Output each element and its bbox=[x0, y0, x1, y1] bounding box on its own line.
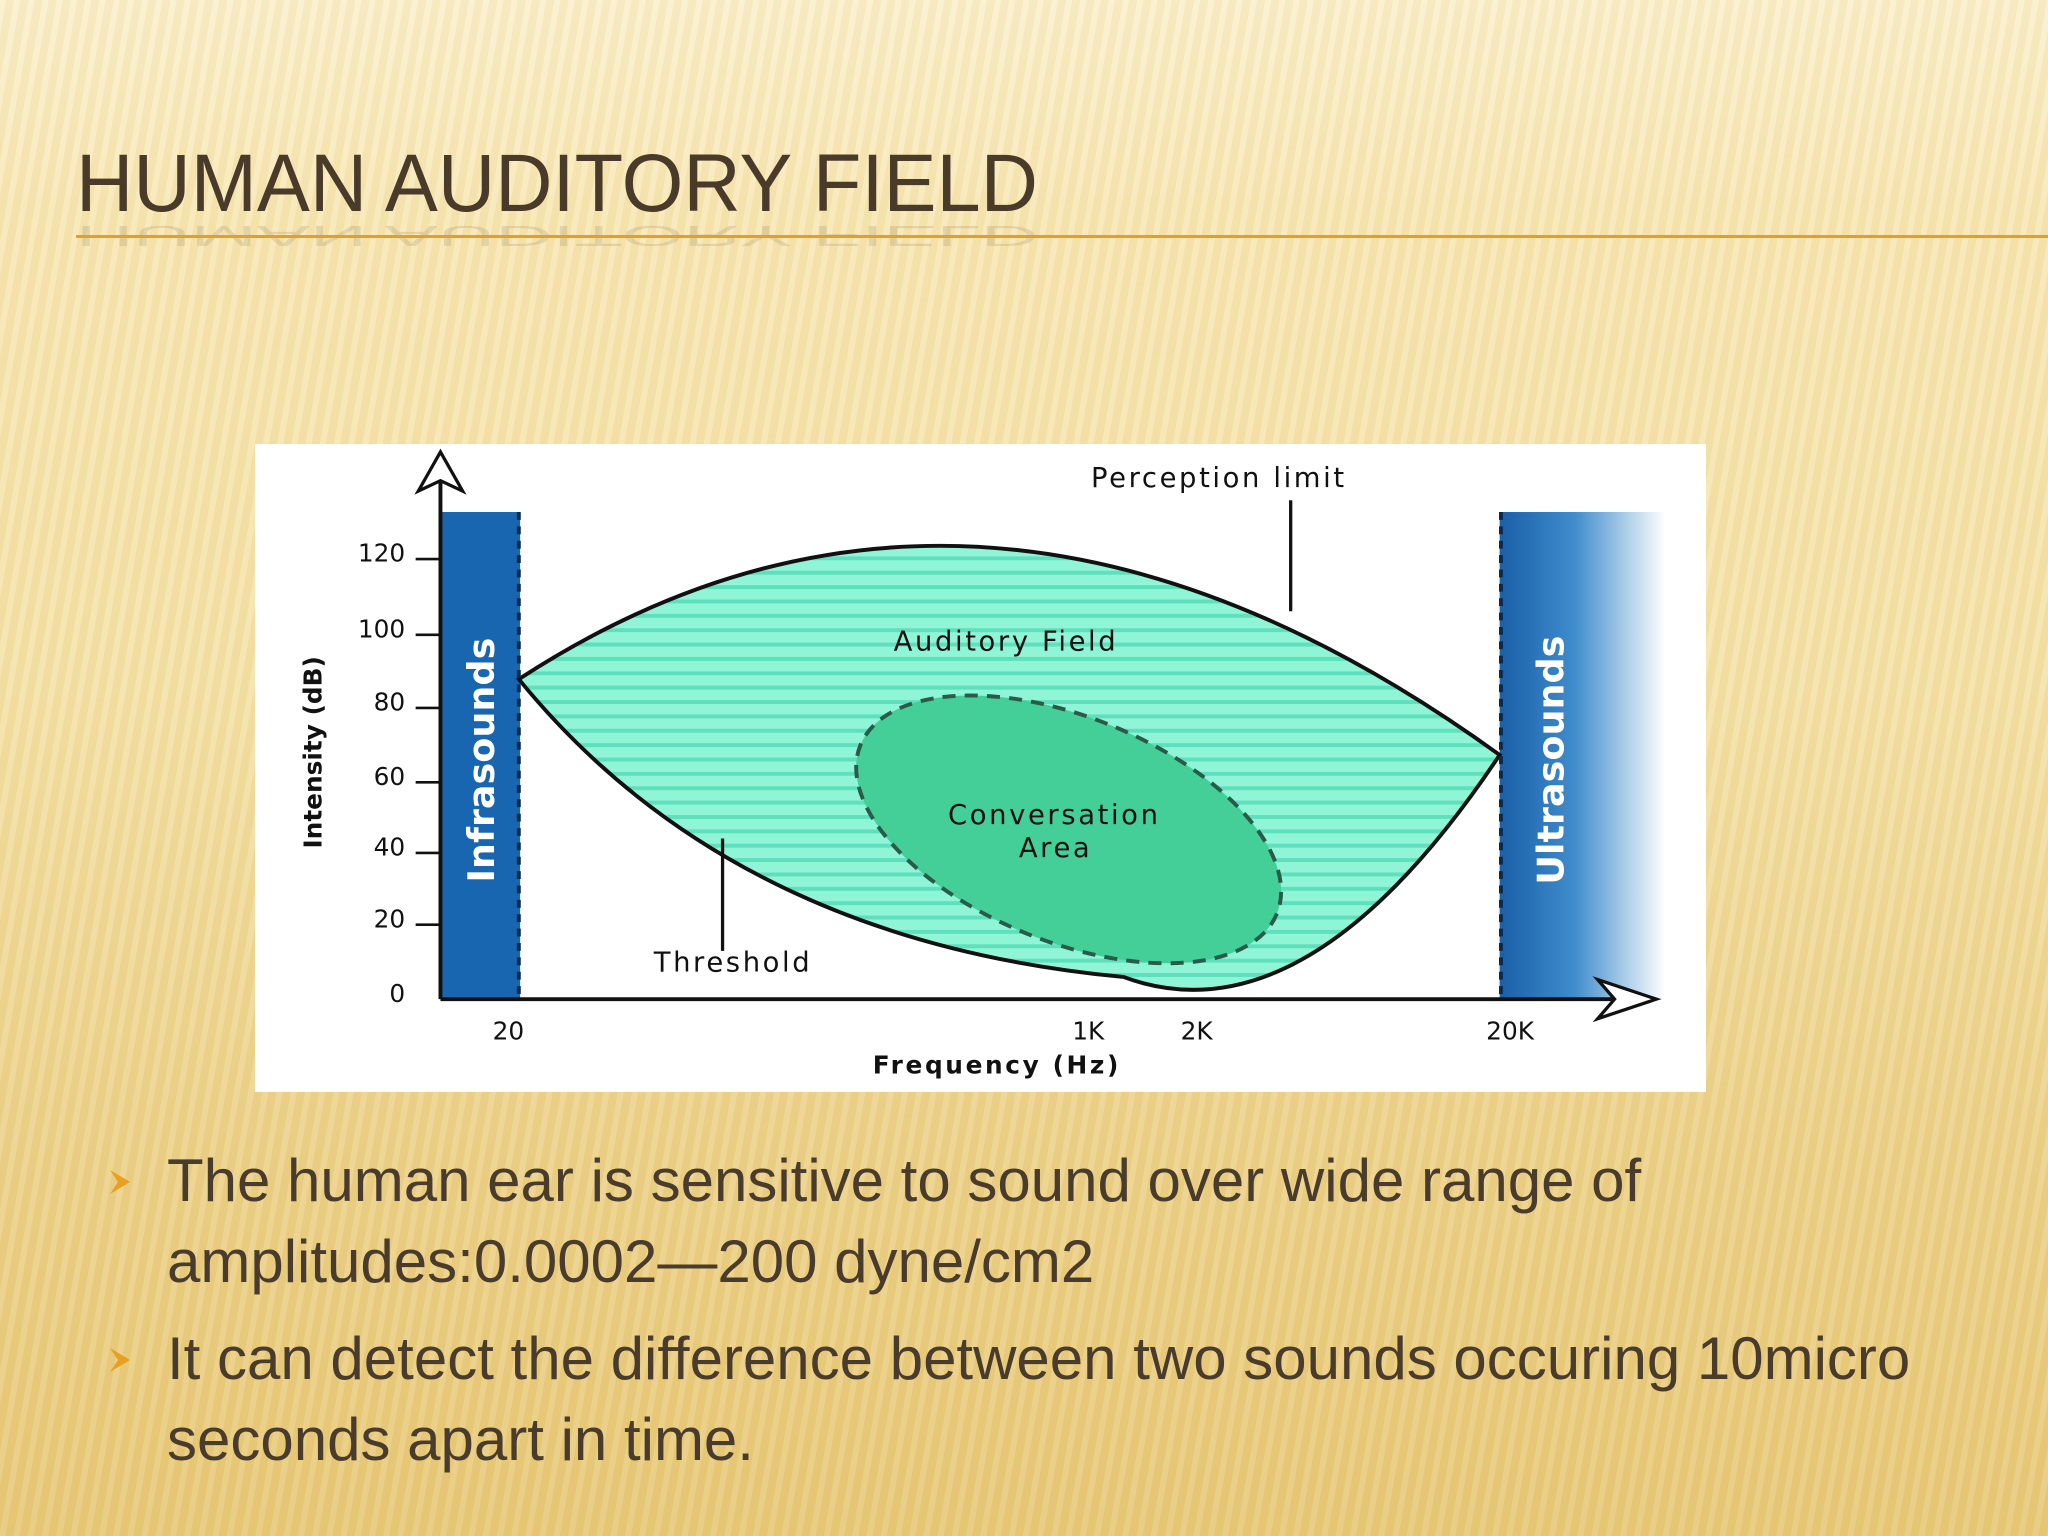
bullet-text: The human ear is sensitive to sound over… bbox=[167, 1147, 1642, 1295]
y-tick-label: 100 bbox=[358, 614, 405, 643]
bullet-text: It can detect the difference between two… bbox=[167, 1325, 1911, 1473]
infrasound-label: Infrasounds bbox=[460, 638, 503, 883]
x-ticks: 20 1K 2K 20K bbox=[493, 1017, 1535, 1046]
conversation-label: Conversation bbox=[948, 800, 1161, 831]
bullet-arrow bbox=[110, 1348, 130, 1372]
conversation-area bbox=[854, 693, 1284, 966]
x-tick-label: 20K bbox=[1486, 1017, 1535, 1046]
y-tick-label: 20 bbox=[374, 904, 406, 933]
ultrasound-band bbox=[1499, 512, 1666, 1000]
y-tick-label: 60 bbox=[374, 762, 406, 791]
auditory-diagram: 120 100 80 60 40 20 0 20 1K 2K 20K Perception lim… bbox=[255, 444, 1706, 1092]
title-box: HUMAN AUDITORY FIELD HUMAN AUDITORY FIEL… bbox=[76, 138, 1038, 246]
threshold-label: Threshold bbox=[653, 948, 813, 979]
bullet-arrow bbox=[110, 1170, 130, 1194]
y-axis-label: Intensity (dB) bbox=[299, 656, 328, 848]
y-tick-label: 40 bbox=[374, 833, 406, 862]
y-tick-label: 80 bbox=[374, 688, 406, 717]
title-rule bbox=[76, 235, 2048, 238]
infrasound-band bbox=[440, 512, 521, 1000]
y-tick-label: 0 bbox=[389, 979, 405, 1008]
bullet-item: It can detect the difference between two… bbox=[100, 1318, 2030, 1480]
slide-title: HUMAN AUDITORY FIELD bbox=[76, 138, 1038, 229]
x-tick-label: 1K bbox=[1072, 1017, 1105, 1046]
ultrasound-label: Ultrasounds bbox=[1530, 636, 1573, 885]
perception-label: Perception limit bbox=[1091, 463, 1347, 494]
y-tick-label: 120 bbox=[358, 539, 405, 568]
x-tick-label: 2K bbox=[1181, 1017, 1214, 1046]
y-ticks: 120 100 80 60 40 20 0 bbox=[358, 539, 440, 1008]
y-arrow bbox=[414, 448, 467, 495]
x-tick-label: 20 bbox=[493, 1017, 525, 1046]
x-arrow bbox=[1592, 976, 1662, 1023]
x-axis-label: Frequency (Hz) bbox=[873, 1051, 1121, 1080]
bullet-item: The human ear is sensitive to sound over… bbox=[100, 1140, 2030, 1302]
conversation-label: Area bbox=[1019, 833, 1093, 864]
title-reflection: HUMAN AUDITORY FIELD bbox=[76, 220, 1038, 246]
field-label: Auditory Field bbox=[894, 626, 1119, 657]
